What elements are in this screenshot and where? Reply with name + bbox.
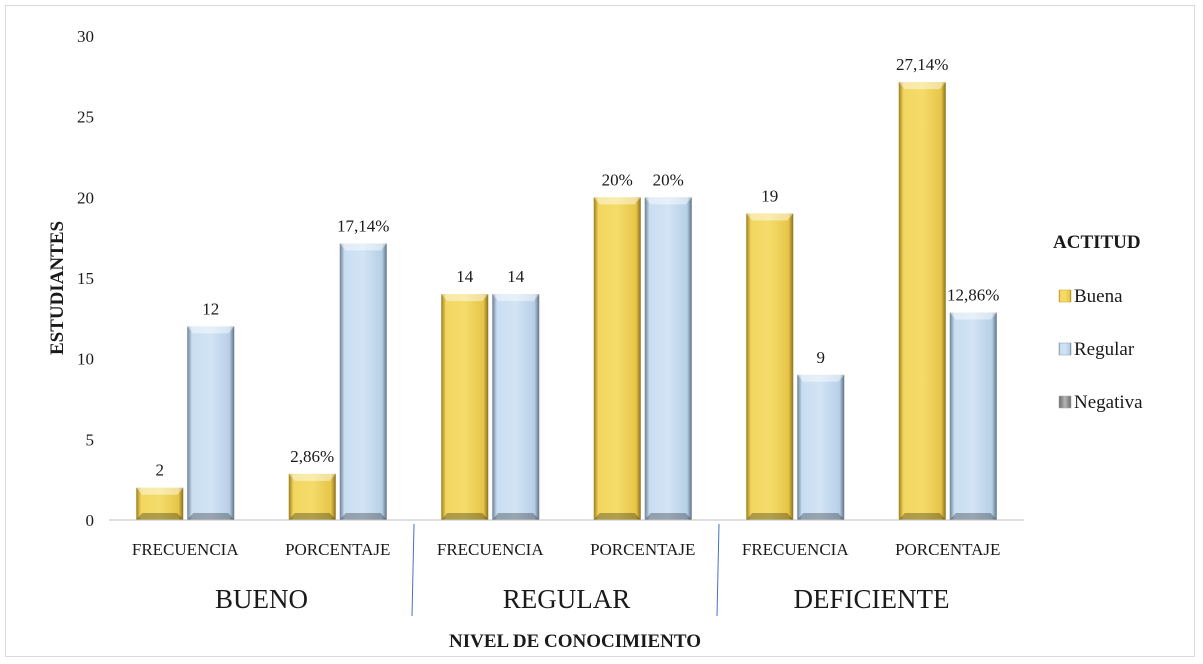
legend-item-negativa: Negativa [1058,392,1143,413]
data-label: 2 [156,461,165,480]
bar-bevel-top [644,197,692,205]
bar-body [746,213,794,520]
data-label: 9 [817,348,826,367]
legend-title: ACTITUD [1053,232,1141,253]
x-tick-label: PORCENTAJE [285,540,390,559]
bar-bevel-top [492,294,540,302]
bar-bevel-top [746,213,794,221]
bars [136,82,997,521]
legend-swatch [1058,289,1072,303]
bar-body [644,197,692,521]
bar-buena [441,294,489,520]
x-axis: FRECUENCIA PORCENTAJE FRECUENCIA PORCENTAJE… [109,519,1024,617]
bar-bevel-bottom [492,513,540,520]
bar-bevel-bottom [136,513,184,520]
bar-buena [593,197,641,521]
bar-body [949,312,997,520]
legend-item-regular: Regular [1058,339,1135,360]
chart-svg: ESTUDIANTES NIVEL DE CONOCIMIENTO 0 5 10 15… [47,27,1143,652]
x-tick-label: FRECUENCIA [132,540,239,559]
data-label: 12 [202,299,219,318]
data-label: 14 [456,267,474,286]
y-tick-label: 15 [77,269,94,288]
group-label: BUENO [215,584,308,614]
bar-bevel-top [288,473,336,481]
x-tick-label: PORCENTAJE [590,540,695,559]
data-label: 14 [507,267,525,286]
bar-bevel-bottom [644,513,692,520]
data-label: 17,14% [337,216,389,235]
legend-swatch [1058,395,1072,409]
bar-bevel-top [898,82,946,90]
data-label: 20% [602,170,633,189]
bar-buena [136,487,184,520]
legend-swatch [1058,342,1072,356]
bar-bevel-bottom [898,513,946,520]
group-label: DEFICIENTE [794,584,950,614]
y-axis-title: ESTUDIANTES [47,221,68,355]
bar-bevel-top [339,243,387,251]
bar-body [898,82,946,521]
data-label: 12,86% [947,286,999,305]
bar-bevel-bottom [949,513,997,520]
bar-body [136,487,184,520]
bar-bevel-bottom [288,513,336,520]
bar-bevel-top [187,326,235,334]
x-tick-label: FRECUENCIA [742,540,849,559]
legend-item-buena: Buena [1058,286,1123,307]
y-tick-label: 30 [77,27,94,46]
bar-body [492,294,540,520]
bar-buena [898,82,946,521]
data-label: 27,14% [896,55,948,74]
bar-regular [797,374,845,520]
bar-regular [949,312,997,520]
y-tick-label: 10 [77,350,94,369]
bar-regular [644,197,692,521]
y-tick-label: 20 [77,188,94,207]
x-axis-title: NIVEL DE CONOCIMIENTO [449,631,701,652]
bar-buena [746,213,794,520]
x-tick-label: PORCENTAJE [895,540,1000,559]
x-tick-label: FRECUENCIA [437,540,544,559]
bar-regular [492,294,540,520]
bar-bevel-top [441,294,489,302]
group-label: REGULAR [503,584,631,614]
bar-body [593,197,641,521]
y-tick-label: 25 [77,108,94,127]
bar-body [187,326,235,520]
legend: ACTITUD Buena Regular Negativa [1053,232,1143,413]
value-labels: 2 12 2,86% 17,14% 14 14 20% 20% 19 9 27,14% 12,86% [156,55,1000,480]
legend-label: Regular [1074,339,1135,360]
bar-body [339,243,387,520]
bar-bevel-top [136,487,184,495]
bar-buena [288,473,336,520]
y-tick-label: 5 [86,430,95,449]
group-separator [716,523,720,617]
chart-frame: ESTUDIANTES NIVEL DE CONOCIMIENTO 0 5 10 15… [5,5,1195,657]
bar-body [797,374,845,520]
bar-regular [339,243,387,520]
data-label: 19 [761,186,778,205]
bar-bevel-top [949,312,997,320]
bar-bevel-top [797,374,845,382]
y-axis-ticks: 0 5 10 15 20 25 30 [77,27,94,530]
bar-regular [187,326,235,520]
bar-bevel-bottom [593,513,641,520]
legend-label: Buena [1074,286,1123,307]
y-tick-label: 0 [86,511,95,530]
bar-body [288,473,336,520]
bar-bevel-bottom [797,513,845,520]
bar-bevel-bottom [746,513,794,520]
bar-body [441,294,489,520]
bar-bevel-bottom [441,513,489,520]
bar-bevel-bottom [187,513,235,520]
bar-bevel-bottom [339,513,387,520]
legend-label: Negativa [1074,392,1143,413]
data-label: 20% [653,170,684,189]
bar-bevel-top [593,197,641,205]
data-label: 2,86% [290,447,334,466]
group-separator [411,523,415,617]
